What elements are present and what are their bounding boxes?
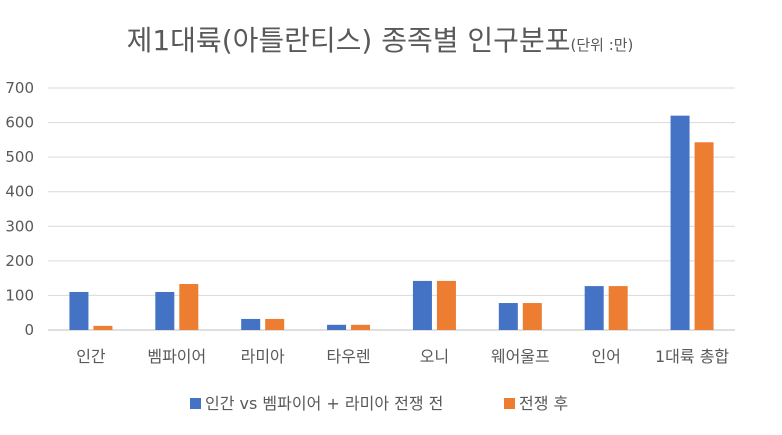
x-category-label: 오니	[420, 347, 449, 366]
bar-before	[155, 291, 175, 330]
bar-before	[670, 115, 690, 331]
y-tick-label: 600	[5, 114, 34, 132]
legend-swatch	[190, 398, 201, 409]
bar-after	[351, 324, 371, 330]
bar-before	[412, 280, 432, 330]
bar-before	[584, 286, 604, 330]
bar-after	[608, 286, 628, 330]
chart-title: 제1대륙(아틀란티스) 종족별 인구분포(단위 :만)	[127, 24, 634, 57]
x-category-label: 인간	[76, 347, 106, 366]
y-axis-ticks: 0 100 200 300 400 500 600 700	[5, 79, 34, 339]
x-category-label: 타우렌	[326, 347, 370, 366]
y-tick-label: 500	[5, 148, 34, 166]
y-tick-label: 200	[5, 252, 34, 270]
legend-label: 인간 vs 벰파이어 + 라미아 전쟁 전	[205, 394, 443, 413]
bar-before	[498, 303, 518, 330]
y-tick-label: 100	[5, 286, 34, 304]
chart-title-main: 제1대륙(아틀란티스) 종족별 인구분포	[127, 24, 571, 57]
bar-after	[522, 303, 542, 330]
x-category-label: 인어	[591, 347, 620, 366]
y-tick-label: 300	[5, 217, 34, 235]
x-category-label: 1대륙 총합	[655, 347, 729, 366]
y-tick-label: 700	[5, 79, 34, 97]
x-category-label: 웨어울프	[491, 347, 550, 366]
x-category-label: 벰파이어	[147, 347, 206, 366]
bars	[69, 115, 714, 331]
gridlines	[48, 87, 735, 331]
bar-after	[436, 280, 456, 330]
bar-after	[265, 318, 285, 330]
bar-after	[179, 284, 199, 330]
bar-before	[327, 324, 347, 330]
legend-label: 전쟁 후	[519, 394, 568, 413]
x-axis-labels: 인간 벰파이어 라미아 타우렌 오니 웨어울프 인어 1대륙 총합	[76, 347, 729, 366]
legend-swatch	[504, 398, 515, 409]
chart-title-unit: (단위 :만)	[570, 36, 633, 54]
bar-after	[694, 142, 714, 330]
bar-before	[69, 291, 89, 330]
bar-before	[241, 318, 261, 330]
legend: 인간 vs 벰파이어 + 라미아 전쟁 전 전쟁 후	[190, 394, 568, 413]
y-tick-label: 400	[5, 183, 34, 201]
x-category-label: 라미아	[241, 347, 285, 366]
y-tick-label: 0	[24, 321, 34, 339]
bar-after	[93, 325, 113, 330]
